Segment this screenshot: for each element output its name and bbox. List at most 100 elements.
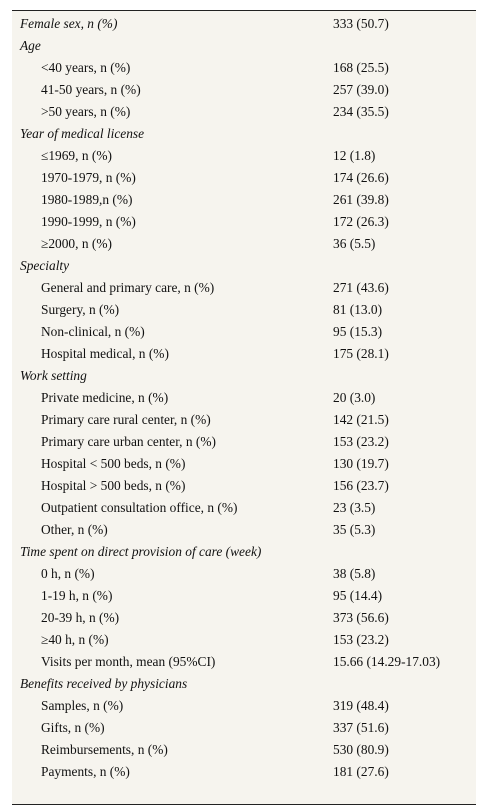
table-row: Hospital > 500 beds, n (%) 156 (23.7) bbox=[12, 475, 476, 497]
row-value: 95 (15.3) bbox=[333, 324, 383, 339]
table-row: Hospital medical, n (%) 175 (28.1) bbox=[12, 343, 476, 365]
row-label: Private medicine, n (%) bbox=[41, 390, 169, 405]
row-label: Gifts, n (%) bbox=[41, 720, 105, 735]
row-value: 153 (23.2) bbox=[333, 632, 389, 647]
row-label: Hospital > 500 beds, n (%) bbox=[41, 478, 186, 493]
row-label: 1980-1989,n (%) bbox=[41, 192, 133, 207]
table-row: 1970-1979, n (%) 174 (26.6) bbox=[12, 167, 476, 189]
row-value bbox=[333, 365, 476, 387]
row-value: 175 (28.1) bbox=[333, 346, 389, 361]
table-row: >50 years, n (%) 234 (35.5) bbox=[12, 101, 476, 123]
row-label: 1990-1999, n (%) bbox=[41, 214, 136, 229]
table-row: Surgery, n (%) 81 (13.0) bbox=[12, 299, 476, 321]
row-value: 181 (27.6) bbox=[333, 764, 389, 779]
section-header-row: Benefits received by physicians bbox=[12, 673, 476, 695]
row-value: 15.66 (14.29-17.03) bbox=[333, 654, 441, 669]
section-header-row: Time spent on direct provision of care (… bbox=[12, 541, 476, 563]
section-header-row: Specialty bbox=[12, 255, 476, 277]
table-row: 1990-1999, n (%) 172 (26.3) bbox=[12, 211, 476, 233]
row-value: 257 (39.0) bbox=[333, 82, 389, 97]
row-label: <40 years, n (%) bbox=[41, 60, 131, 75]
table-row: General and primary care, n (%) 271 (43.6… bbox=[12, 277, 476, 299]
table-row: Primary care urban center, n (%) 153 (23.… bbox=[12, 431, 476, 453]
table-row: Samples, n (%) 319 (48.4) bbox=[12, 695, 476, 717]
row-label: Surgery, n (%) bbox=[41, 302, 120, 317]
table-row: 41-50 years, n (%) 257 (39.0) bbox=[12, 79, 476, 101]
table-row: 1980-1989,n (%) 261 (39.8) bbox=[12, 189, 476, 211]
row-value: 35 (5.3) bbox=[333, 522, 376, 537]
data-table: Female sex, n (%) 333 (50.7) Age <40 years,… bbox=[12, 13, 476, 783]
row-value: 23 (3.5) bbox=[333, 500, 376, 515]
row-value: 333 (50.7) bbox=[333, 16, 389, 31]
row-label: ≥2000, n (%) bbox=[41, 236, 112, 251]
row-value: 20 (3.0) bbox=[333, 390, 376, 405]
section-label: Female sex, n (%) bbox=[20, 16, 118, 31]
row-value: 261 (39.8) bbox=[333, 192, 389, 207]
table-row: ≥2000, n (%) 36 (5.5) bbox=[12, 233, 476, 255]
row-label: Samples, n (%) bbox=[41, 698, 124, 713]
section-label: Benefits received by physicians bbox=[20, 676, 188, 691]
row-value: 172 (26.3) bbox=[333, 214, 389, 229]
table-row: ≥40 h, n (%) 153 (23.2) bbox=[12, 629, 476, 651]
row-value: 38 (5.8) bbox=[333, 566, 376, 581]
row-value bbox=[333, 673, 476, 695]
table-row: 20-39 h, n (%) 373 (56.6) bbox=[12, 607, 476, 629]
table-row: Private medicine, n (%) 20 (3.0) bbox=[12, 387, 476, 409]
section-label: Specialty bbox=[20, 258, 70, 273]
row-value: 234 (35.5) bbox=[333, 104, 389, 119]
table-row: Gifts, n (%) 337 (51.6) bbox=[12, 717, 476, 739]
row-label: Payments, n (%) bbox=[41, 764, 130, 779]
section-header-row: Work setting bbox=[12, 365, 476, 387]
row-label: Primary care urban center, n (%) bbox=[41, 434, 216, 449]
row-value bbox=[333, 123, 476, 145]
row-value: 168 (25.5) bbox=[333, 60, 389, 75]
table-row: Visits per month, mean (95%CI) 15.66 (14.… bbox=[12, 651, 476, 673]
row-label: Reimbursements, n (%) bbox=[41, 742, 168, 757]
row-label: Other, n (%) bbox=[41, 522, 108, 537]
table-row: <40 years, n (%) 168 (25.5) bbox=[12, 57, 476, 79]
row-value: 153 (23.2) bbox=[333, 434, 389, 449]
row-value: 337 (51.6) bbox=[333, 720, 389, 735]
table-row: 1-19 h, n (%) 95 (14.4) bbox=[12, 585, 476, 607]
row-value: 12 (1.8) bbox=[333, 148, 376, 163]
row-value: 271 (43.6) bbox=[333, 280, 389, 295]
row-value: 142 (21.5) bbox=[333, 412, 389, 427]
row-value: 81 (13.0) bbox=[333, 302, 383, 317]
table-body: Female sex, n (%) 333 (50.7) Age <40 years,… bbox=[12, 13, 476, 783]
row-value: 156 (23.7) bbox=[333, 478, 389, 493]
section-header-row: Year of medical license bbox=[12, 123, 476, 145]
table-row: ≤1969, n (%) 12 (1.8) bbox=[12, 145, 476, 167]
row-label: Outpatient consultation office, n (%) bbox=[41, 500, 238, 515]
row-label: 41-50 years, n (%) bbox=[41, 82, 141, 97]
row-label: ≥40 h, n (%) bbox=[41, 632, 109, 647]
row-value: 530 (80.9) bbox=[333, 742, 389, 757]
row-value: 36 (5.5) bbox=[333, 236, 376, 251]
row-label: Visits per month, mean (95%CI) bbox=[41, 654, 216, 669]
row-label: 1-19 h, n (%) bbox=[41, 588, 113, 603]
table-row: Payments, n (%) 181 (27.6) bbox=[12, 761, 476, 783]
table-row: Outpatient consultation office, n (%) 23 … bbox=[12, 497, 476, 519]
row-value bbox=[333, 541, 476, 563]
section-label: Age bbox=[20, 38, 41, 53]
row-value bbox=[333, 35, 476, 57]
table-row: Primary care rural center, n (%) 142 (21.… bbox=[12, 409, 476, 431]
table-row: Reimbursements, n (%) 530 (80.9) bbox=[12, 739, 476, 761]
table-row: Other, n (%) 35 (5.3) bbox=[12, 519, 476, 541]
row-value: 319 (48.4) bbox=[333, 698, 389, 713]
table-row: Non-clinical, n (%) 95 (15.3) bbox=[12, 321, 476, 343]
section-header-row: Age bbox=[12, 35, 476, 57]
row-label: Hospital < 500 beds, n (%) bbox=[41, 456, 186, 471]
section-label: Work setting bbox=[20, 368, 87, 383]
row-label: 20-39 h, n (%) bbox=[41, 610, 120, 625]
row-label: General and primary care, n (%) bbox=[41, 280, 215, 295]
row-label: ≤1969, n (%) bbox=[41, 148, 112, 163]
table-row: 0 h, n (%) 38 (5.8) bbox=[12, 563, 476, 585]
section-label: Time spent on direct provision of care (… bbox=[20, 544, 262, 559]
characteristics-table: Female sex, n (%) 333 (50.7) Age <40 years,… bbox=[12, 10, 476, 805]
row-value: 373 (56.6) bbox=[333, 610, 389, 625]
section-label: Year of medical license bbox=[20, 126, 145, 141]
row-label: Hospital medical, n (%) bbox=[41, 346, 169, 361]
row-label: Non-clinical, n (%) bbox=[41, 324, 145, 339]
row-value: 174 (26.6) bbox=[333, 170, 389, 185]
row-label: Primary care rural center, n (%) bbox=[41, 412, 211, 427]
